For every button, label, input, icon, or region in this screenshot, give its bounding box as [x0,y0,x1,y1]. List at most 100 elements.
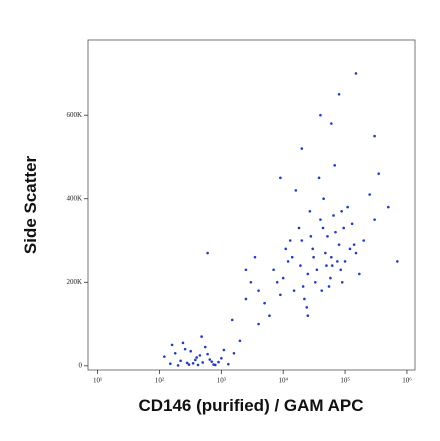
point [300,147,304,150]
point [257,289,260,292]
y-axis-label: Side Scatter [21,155,40,254]
point [173,351,177,355]
point [336,260,339,263]
point [330,255,333,259]
point [319,113,322,117]
point [312,255,315,259]
point [238,339,242,343]
point [281,276,285,280]
point [279,293,282,297]
point [272,268,275,272]
point [301,285,305,288]
point [222,348,226,352]
point [362,239,365,242]
point [303,297,306,301]
point [350,222,354,226]
point [352,243,356,246]
point [230,318,234,322]
x-tick-label: 10⁶ [402,377,412,385]
point [306,272,310,276]
point [334,230,337,234]
point [348,247,352,251]
point [203,345,207,349]
point [330,264,334,267]
point [321,226,325,230]
point [297,226,301,230]
point [253,255,257,259]
point [309,235,313,238]
point [263,301,266,305]
point [189,349,193,353]
point [311,247,315,251]
point [217,360,220,364]
point [322,197,325,201]
point [340,209,343,213]
point [300,239,304,242]
point [284,247,288,251]
point [201,361,204,364]
point [181,341,185,345]
x-tick-label: 10⁴ [278,377,288,385]
point [183,347,187,351]
point [339,268,342,272]
point [308,209,312,213]
point [286,260,290,263]
point [208,358,212,361]
point [317,176,321,180]
point [319,218,322,221]
plot-frame [87,39,416,371]
point [337,243,341,246]
point [396,260,399,263]
point [342,226,345,230]
point [340,280,344,284]
point [346,205,349,209]
point [358,272,361,276]
point [232,351,236,355]
point [187,363,191,366]
point [196,363,200,367]
x-tick-label: 10² [155,377,164,385]
point [179,359,182,363]
point [275,280,279,284]
x-tick-label: 10³ [217,377,226,385]
y-tick-label: 400K [66,194,82,202]
point [354,251,358,255]
point [200,335,203,338]
point [313,280,317,284]
point [337,93,341,96]
point [332,214,335,217]
x-axis-label: CD146 (purified) / GAM APC [138,396,363,415]
point [377,172,381,175]
point [324,251,327,255]
x-tick-label: 10⁵ [340,377,350,385]
y-tick-label: 200K [66,278,82,286]
point [176,364,180,367]
point [373,218,376,221]
point [194,358,197,362]
y-tick-label: 0 [79,361,83,369]
point [299,264,302,267]
point [325,264,328,267]
point [305,306,309,309]
point [244,268,248,272]
point [195,356,199,359]
point [212,363,215,366]
point [373,134,376,138]
point [330,122,333,125]
point [288,239,292,242]
point [220,357,223,360]
point [198,354,202,357]
point [170,343,174,347]
point [191,362,195,365]
point [290,255,294,259]
point [206,251,209,255]
point [294,189,298,192]
point [333,164,337,167]
point [306,314,310,317]
point [343,260,347,263]
point [354,72,358,75]
point [227,362,230,366]
x-tick-label: 10¹ [93,377,102,385]
point [185,361,189,365]
